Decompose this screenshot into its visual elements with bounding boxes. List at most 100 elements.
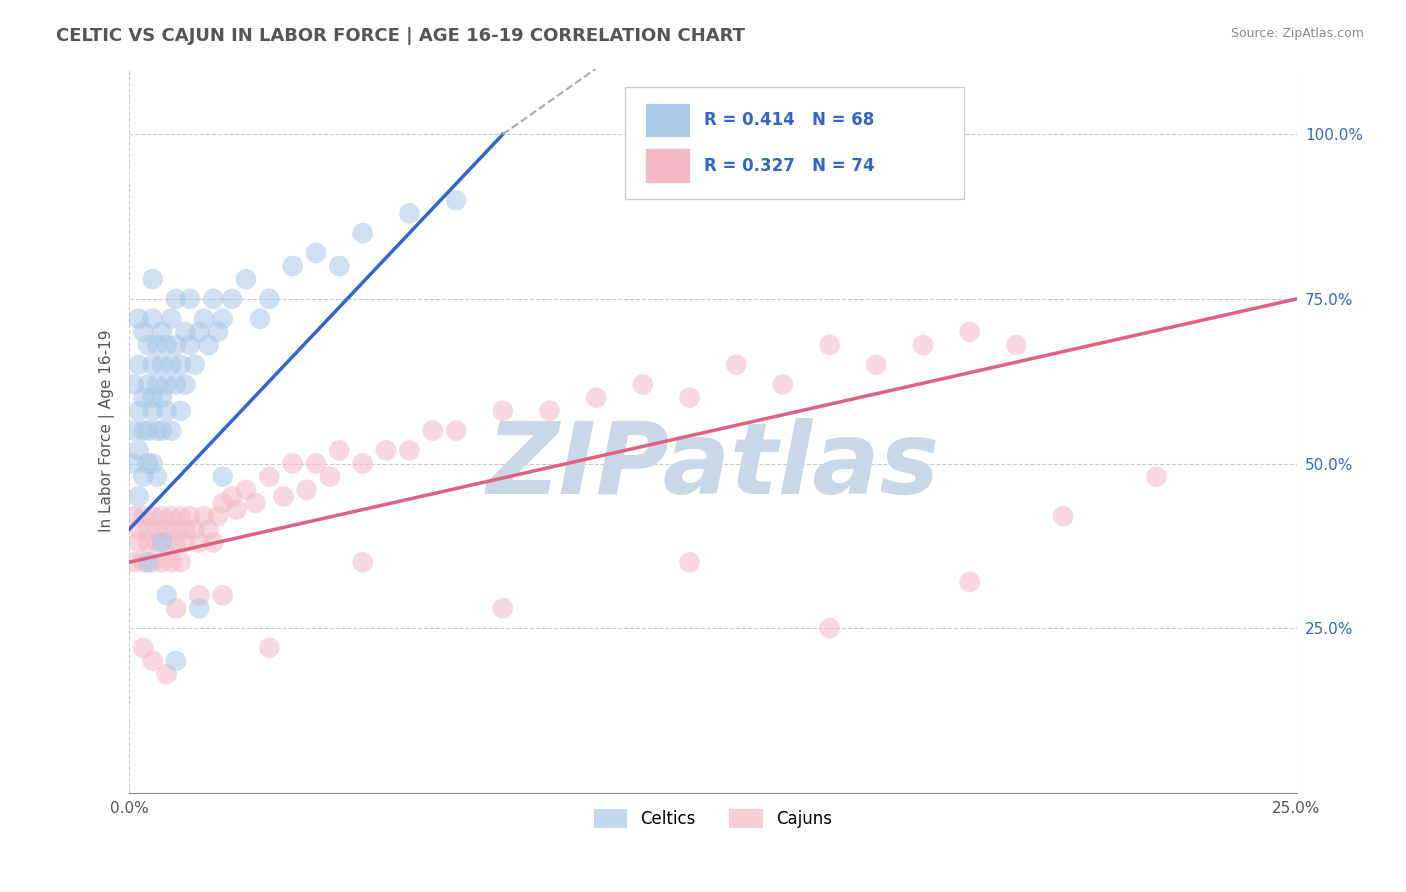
Point: [818, 621, 841, 635]
Point: [911, 338, 934, 352]
Point: [221, 490, 243, 504]
Point: [197, 522, 219, 536]
Point: [146, 424, 169, 438]
Point: [259, 640, 281, 655]
Point: [174, 325, 197, 339]
Point: [122, 424, 145, 438]
Point: [245, 496, 267, 510]
Point: [207, 325, 229, 339]
Point: [150, 325, 173, 339]
Point: [221, 292, 243, 306]
Point: [165, 338, 187, 352]
Point: [169, 404, 191, 418]
Point: [146, 535, 169, 549]
Point: [165, 601, 187, 615]
Point: [146, 338, 169, 352]
Point: [155, 404, 177, 418]
Point: [142, 272, 165, 286]
Point: [259, 469, 281, 483]
Point: [165, 522, 187, 536]
Point: [188, 601, 211, 615]
Point: [959, 574, 981, 589]
Point: [207, 509, 229, 524]
Point: [273, 490, 295, 504]
Point: [678, 555, 700, 569]
Point: [169, 555, 191, 569]
Point: [155, 377, 177, 392]
Point: [197, 338, 219, 352]
Point: [160, 358, 183, 372]
Point: [132, 391, 155, 405]
Point: [281, 259, 304, 273]
Point: [146, 469, 169, 483]
Point: [959, 325, 981, 339]
Point: [398, 443, 420, 458]
Point: [225, 502, 247, 516]
Point: [183, 522, 205, 536]
Point: [150, 358, 173, 372]
Point: [142, 555, 165, 569]
Point: [142, 509, 165, 524]
Text: CELTIC VS CAJUN IN LABOR FORCE | AGE 16-19 CORRELATION CHART: CELTIC VS CAJUN IN LABOR FORCE | AGE 16-…: [56, 27, 745, 45]
Point: [136, 338, 159, 352]
Point: [281, 457, 304, 471]
Point: [132, 555, 155, 569]
Point: [352, 555, 374, 569]
Point: [160, 424, 183, 438]
Text: R = 0.414   N = 68: R = 0.414 N = 68: [703, 111, 873, 129]
Point: [169, 509, 191, 524]
Point: [259, 292, 281, 306]
Point: [305, 457, 328, 471]
Point: [136, 377, 159, 392]
Point: [179, 338, 201, 352]
Point: [150, 535, 173, 549]
Text: R = 0.327   N = 74: R = 0.327 N = 74: [703, 157, 875, 175]
Point: [142, 391, 165, 405]
Point: [1005, 338, 1028, 352]
Point: [179, 292, 201, 306]
Point: [142, 654, 165, 668]
Point: [1052, 509, 1074, 524]
Point: [174, 535, 197, 549]
Point: [211, 588, 233, 602]
Point: [142, 404, 165, 418]
Point: [169, 358, 191, 372]
Point: [319, 469, 342, 483]
Point: [538, 404, 561, 418]
Point: [174, 377, 197, 392]
Point: [165, 535, 187, 549]
Point: [122, 555, 145, 569]
Point: [202, 292, 225, 306]
Point: [174, 522, 197, 536]
Point: [150, 391, 173, 405]
Point: [444, 193, 467, 207]
Legend: Celtics, Cajuns: Celtics, Cajuns: [588, 803, 838, 835]
Point: [193, 509, 215, 524]
Point: [772, 377, 794, 392]
Point: [132, 424, 155, 438]
Point: [146, 522, 169, 536]
Point: [328, 259, 350, 273]
Point: [865, 358, 887, 372]
Point: [352, 226, 374, 240]
Point: [122, 377, 145, 392]
Point: [211, 496, 233, 510]
Point: [136, 535, 159, 549]
Point: [444, 424, 467, 438]
Point: [122, 457, 145, 471]
FancyBboxPatch shape: [626, 87, 965, 199]
Point: [128, 358, 150, 372]
Point: [155, 535, 177, 549]
Point: [150, 555, 173, 569]
Point: [128, 535, 150, 549]
Point: [211, 469, 233, 483]
Point: [352, 457, 374, 471]
Point: [188, 325, 211, 339]
Point: [142, 457, 165, 471]
Point: [375, 443, 398, 458]
Point: [155, 667, 177, 681]
Point: [818, 338, 841, 352]
Point: [155, 522, 177, 536]
Point: [492, 404, 515, 418]
Point: [136, 457, 159, 471]
